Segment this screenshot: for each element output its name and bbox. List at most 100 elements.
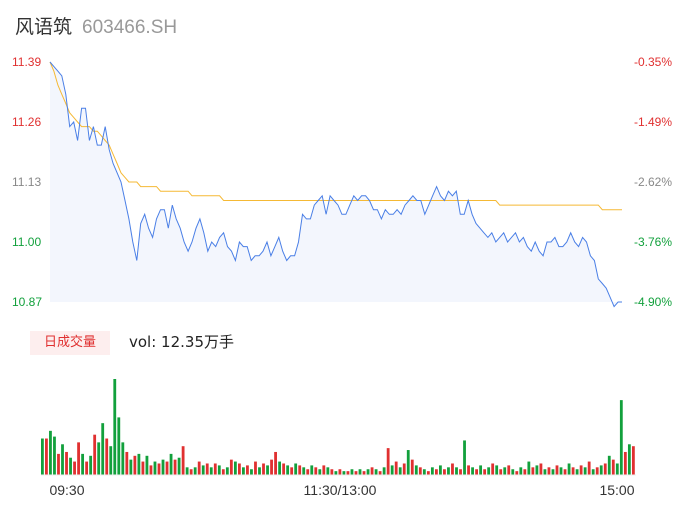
volume-bar: [262, 463, 265, 475]
volume-bar: [439, 465, 442, 475]
volume-bar: [189, 469, 193, 475]
volume-bar: [459, 469, 462, 475]
volume-bar: [531, 467, 535, 475]
volume-bar: [141, 461, 145, 475]
volume-bar: [511, 469, 515, 475]
volume-bar: [386, 448, 390, 475]
volume-bar: [338, 469, 342, 475]
volume-bar: [539, 463, 543, 475]
volume-bar: [426, 471, 430, 475]
volume-bar: [410, 459, 414, 475]
volume-bar: [623, 451, 627, 475]
price-line: [49, 61, 622, 308]
volume-bar: [342, 471, 346, 475]
volume-bar: [599, 465, 603, 475]
y-axis-right: -0.35% -1.49% -2.62% -3.76% -4.90%: [634, 55, 672, 309]
volume-bar: [246, 465, 249, 475]
volume-bar: [314, 467, 318, 475]
volume-bar: [414, 465, 418, 475]
volume-bar: [390, 465, 394, 475]
volume-bar: [145, 455, 149, 475]
volume-bar: [523, 469, 527, 475]
volume-bar: [49, 430, 52, 475]
volume-bar: [157, 463, 161, 475]
volume-bar: [619, 400, 623, 475]
volume-bar: [177, 457, 181, 475]
volume-bar: [398, 467, 402, 475]
volume-bar: [45, 438, 48, 475]
volume-bar: [334, 471, 338, 475]
average-price-line: [49, 61, 622, 211]
volume-bar: [173, 459, 177, 475]
volume-bar: [543, 469, 547, 475]
y-tick-left: 11.39: [12, 55, 41, 69]
volume-bar: [611, 459, 615, 475]
volume-bar: [117, 417, 121, 475]
volume-bar: [181, 446, 185, 475]
volume-bar: [270, 459, 273, 475]
y-tick-left: 11.13: [12, 175, 41, 189]
volume-bar: [53, 436, 56, 475]
volume-bar: [81, 453, 85, 475]
volume-bar: [483, 469, 487, 475]
volume-bar: [109, 446, 113, 475]
volume-bar: [73, 461, 76, 475]
volume-bar: [447, 467, 450, 475]
volume-bar: [479, 465, 483, 475]
x-tick-label: 11:30/13:00: [304, 482, 377, 498]
volume-bar: [627, 444, 631, 475]
volume-bar: [547, 467, 551, 475]
volume-tab[interactable]: 日成交量: [30, 331, 110, 355]
volume-bar: [434, 469, 438, 475]
volume-bar: [527, 461, 531, 475]
volume-bar: [290, 467, 294, 475]
volume-bar: [422, 469, 426, 475]
volume-bar: [535, 465, 539, 475]
y-tick-left: 11.00: [12, 235, 41, 249]
volume-bar: [559, 467, 563, 475]
volume-bar: [205, 463, 209, 475]
volume-bar: [519, 467, 523, 475]
volume-bar: [322, 465, 326, 475]
volume-bar: [69, 457, 72, 475]
volume-bar: [105, 438, 109, 475]
volume-bar: [358, 469, 362, 475]
volume-bar: [603, 463, 607, 475]
volume-bar: [217, 465, 221, 475]
volume-bar: [161, 459, 165, 475]
volume-bar: [282, 463, 286, 475]
volume-bar: [515, 471, 519, 475]
volume-bar: [487, 467, 491, 475]
volume-bar: [378, 471, 382, 475]
volume-bar: [242, 467, 245, 475]
volume-bar: [149, 465, 153, 475]
volume-bar: [201, 465, 205, 475]
volume-bar: [402, 463, 406, 475]
volume-bar: [153, 461, 157, 475]
volume-bar: [362, 471, 366, 475]
x-axis: 09:30 11:30/13:00 15:00: [49, 482, 634, 498]
volume-bar: [406, 450, 410, 475]
y-tick-right: -3.76%: [634, 235, 672, 249]
volume-bar: [555, 465, 559, 475]
volume-bar: [455, 467, 458, 475]
volume-bar: [165, 461, 169, 475]
volume-bar: [607, 455, 611, 475]
volume-bar: [41, 438, 44, 475]
volume-bar: [113, 379, 117, 475]
volume-bar: [499, 469, 503, 475]
volume-bar: [631, 446, 635, 475]
y-tick-right: -1.49%: [634, 115, 672, 129]
volume-bar: [579, 465, 583, 475]
volume-bar: [250, 469, 253, 475]
volume-bar: [475, 469, 478, 475]
volume-bar: [193, 467, 197, 475]
volume-bar: [233, 461, 237, 475]
volume-bar: [310, 465, 314, 475]
y-tick-right: -0.35%: [634, 55, 672, 69]
stock-name: 风语筑: [15, 16, 73, 38]
volume-bar: [615, 463, 619, 475]
volume-bar: [507, 465, 511, 475]
volume-bar: [97, 442, 101, 475]
